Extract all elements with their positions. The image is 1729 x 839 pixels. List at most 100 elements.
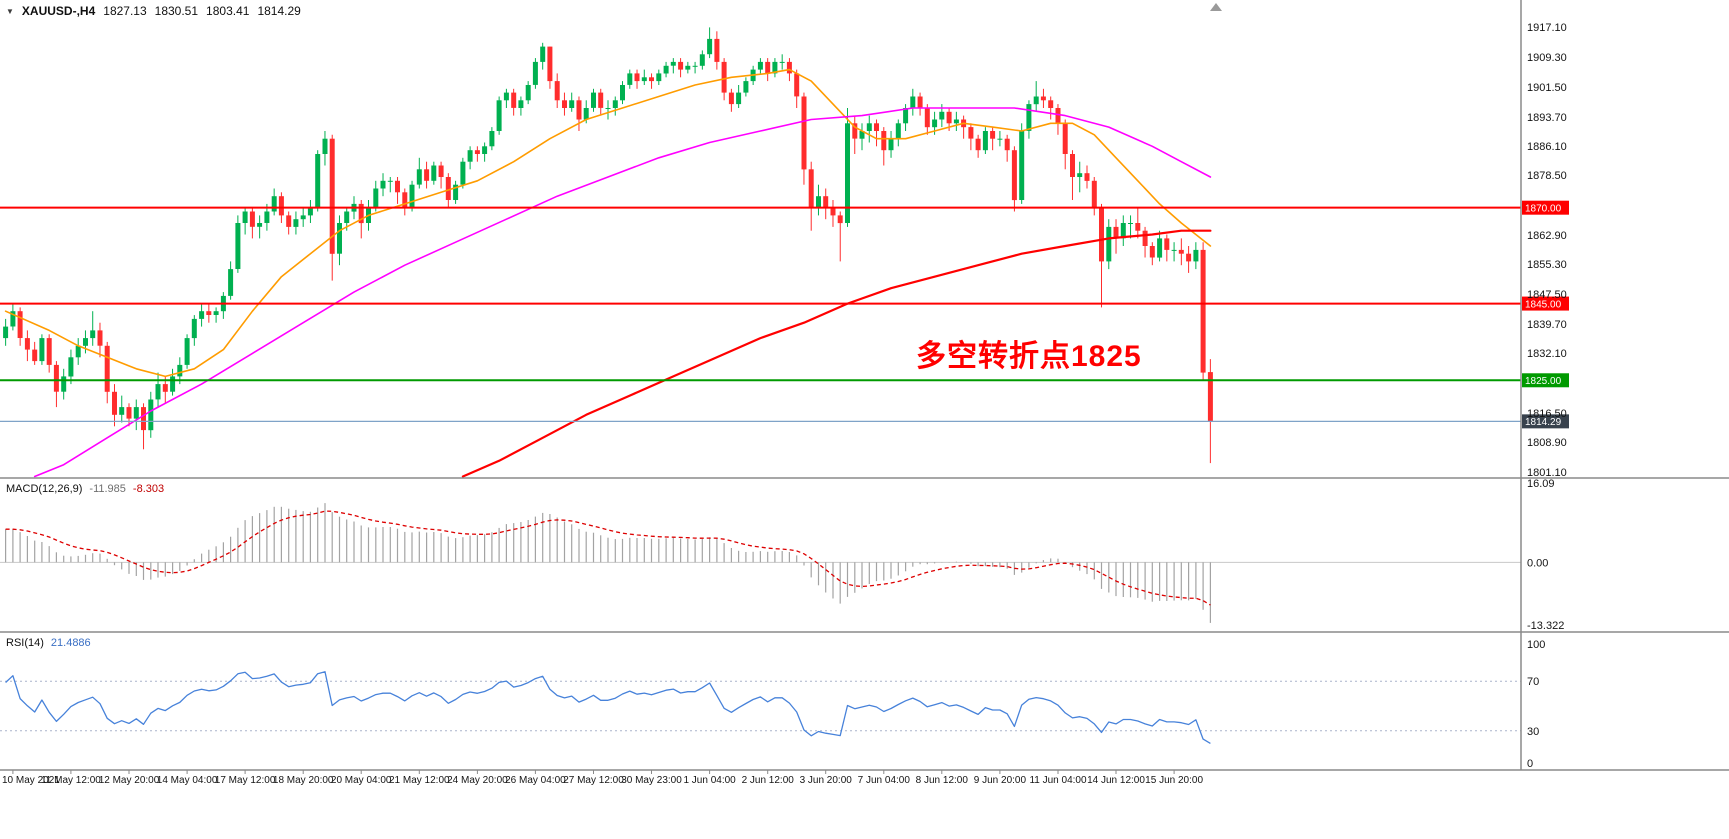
annotation-text[interactable]: 多空转折点1825: [916, 340, 1142, 373]
candle-bull: [888, 138, 894, 151]
time-tick-label: 21 May 12:00: [389, 775, 450, 786]
candle-bear: [206, 311, 212, 315]
candle-bull: [39, 338, 45, 362]
symbol-dropdown-icon[interactable]: ▼: [6, 6, 14, 16]
time-tick-label: 12 May 20:00: [99, 775, 160, 786]
candle-bear: [126, 407, 132, 419]
candle-bull: [199, 311, 205, 319]
candle-bull: [583, 108, 589, 120]
candle-bull: [75, 345, 81, 358]
candle-bull: [3, 326, 9, 339]
current-price-label: 1814.29: [1525, 417, 1562, 428]
candle-bear: [329, 138, 335, 254]
price-tick-label: 1801.10: [1527, 467, 1567, 479]
price-tick-label: 1886.10: [1527, 141, 1567, 153]
candle-bull: [1171, 249, 1177, 251]
price-tick-label: 1808.90: [1527, 437, 1567, 449]
candle-bull: [1077, 173, 1083, 177]
macd-tick-label: 0.00: [1527, 557, 1548, 569]
rsi-tick-label: 0: [1527, 758, 1533, 770]
candle-bull: [620, 85, 625, 101]
candle-bear: [1004, 138, 1010, 151]
candle-bull: [235, 223, 241, 269]
candle-bear: [1186, 253, 1192, 262]
candle-bull: [685, 65, 691, 70]
chart-shift-marker-icon[interactable]: [1210, 3, 1222, 11]
candle-bull: [692, 65, 698, 67]
candle-bear: [1040, 96, 1046, 101]
price-tick-label: 1816.50: [1527, 408, 1567, 420]
main-price-panel[interactable]: 1870.00 1845.00 1825.00 1814.29: [0, 27, 1569, 478]
candle-bull: [213, 311, 219, 315]
time-tick-label: 2 Jun 12:00: [742, 775, 795, 786]
candle-bear: [634, 73, 640, 82]
candle-bull: [518, 100, 524, 108]
time-tick-label: 27 May 12:00: [563, 775, 624, 786]
candle-bear: [649, 77, 654, 82]
candle-bull: [387, 180, 393, 182]
candle-bull: [627, 73, 633, 85]
horizontal-line-1845.00[interactable]: 1845.00: [0, 296, 1569, 311]
candle-bear: [97, 330, 103, 346]
candle-bull: [503, 92, 509, 101]
price-flag: [1522, 200, 1569, 215]
candle-bull: [68, 357, 74, 377]
time-tick-label: 18 May 20:00: [273, 775, 334, 786]
candle-bear: [1062, 123, 1068, 154]
candle-bull: [409, 184, 415, 208]
candle-bull: [242, 211, 248, 223]
candle-bull: [293, 219, 299, 227]
candle-bear: [445, 177, 451, 200]
rsi-panel[interactable]: 100 70 30 0: [0, 639, 1545, 770]
candles-layer: [3, 27, 1213, 464]
candle-bear: [562, 100, 567, 108]
candle-bull: [264, 211, 270, 223]
candle-bear: [990, 131, 996, 139]
candle-bull: [656, 73, 662, 82]
candle-bull: [707, 38, 713, 55]
macd-indicator-label: MACD(12,26,9) -11.985 -8.303: [6, 483, 164, 495]
rsi-indicator-label: RSI(14) 21.4886: [6, 637, 91, 649]
candle-bull: [380, 180, 386, 189]
price-tick-label: 1832.10: [1527, 348, 1567, 360]
current-price-flag: [1522, 414, 1569, 429]
price-flag-label: 1845.00: [1525, 299, 1562, 310]
candle-bear: [1048, 100, 1054, 108]
symbol-period-label: XAUUSD-,H4: [21, 4, 96, 18]
candle-bear: [286, 215, 292, 227]
candle-bull: [903, 108, 909, 124]
candle-bear: [1164, 238, 1170, 250]
price-tick-label: 1862.90: [1527, 230, 1567, 242]
candle-bear: [1055, 108, 1061, 124]
candle-bull: [845, 123, 850, 223]
candle-bear: [801, 96, 807, 170]
price-tick-label: 1917.10: [1527, 22, 1567, 34]
candle-bear: [1178, 249, 1184, 254]
time-tick-label: 1 Jun 04:00: [683, 775, 736, 786]
price-axis[interactable]: 1917.10 1909.30 1901.50 1893.70 1886.10 1878.…: [1527, 22, 1567, 479]
horizontal-line-1825.00[interactable]: 1825.00: [0, 373, 1569, 388]
candle-bear: [881, 131, 887, 151]
candle-bull: [997, 138, 1003, 140]
candle-bull: [177, 364, 183, 377]
candle-bear: [808, 169, 814, 208]
horizontal-line-1870.00[interactable]: 1870.00: [0, 200, 1569, 215]
candle-bull: [467, 150, 473, 162]
price-tick-label: 1847.50: [1527, 289, 1567, 301]
candle-bull: [859, 131, 865, 139]
ma-fast-orange: [4, 68, 1212, 378]
candle-bull: [300, 215, 306, 220]
candle-bear: [1142, 230, 1148, 246]
candle-bull: [699, 54, 705, 66]
candle-bear: [438, 165, 444, 177]
macd-panel[interactable]: 16.09 0.00 -13.322: [0, 478, 1564, 632]
candle-bear: [975, 138, 981, 151]
candle-bull: [61, 376, 67, 392]
rsi-value: 21.4886: [50, 637, 91, 649]
time-tick-label: 3 Jun 20:00: [800, 775, 853, 786]
ohlc-open: 1827.13: [103, 4, 147, 18]
candle-bull: [315, 154, 321, 208]
candle-bear: [474, 150, 480, 154]
